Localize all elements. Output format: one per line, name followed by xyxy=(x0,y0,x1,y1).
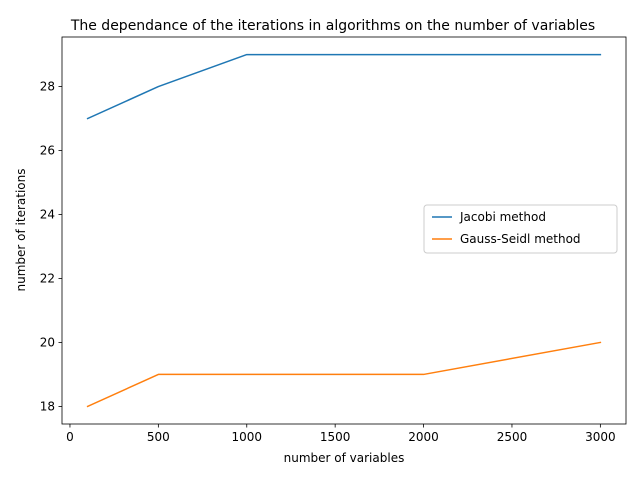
series-line-1 xyxy=(86,341,602,408)
x-tick-label: 2500 xyxy=(497,430,528,444)
x-tick-label: 500 xyxy=(147,430,170,444)
legend-box xyxy=(423,204,618,254)
y-tick-label: 26 xyxy=(40,144,55,158)
legend: Jacobi method Gauss-Seidl method xyxy=(423,204,618,254)
y-axis-label: number of iterations xyxy=(14,169,28,292)
x-tick-label: 0 xyxy=(66,430,74,444)
plot-area xyxy=(61,36,627,425)
x-tick-label: 1500 xyxy=(320,430,351,444)
x-tick-label: 1000 xyxy=(231,430,262,444)
x-axis-label: number of variables xyxy=(284,451,405,465)
series-lines xyxy=(86,53,602,408)
legend-label: Gauss-Seidl method xyxy=(460,232,581,246)
y-axis-ticks: 18 20 22 24 26 28 xyxy=(40,80,62,413)
chart-title: The dependance of the iterations in algo… xyxy=(70,18,595,34)
y-tick-label: 22 xyxy=(40,271,55,285)
y-tick-label: 18 xyxy=(40,399,55,413)
x-axis-ticks: 0 500 1000 1500 2000 2500 3000 xyxy=(66,424,616,444)
series-line-0 xyxy=(86,53,602,120)
x-tick-label: 3000 xyxy=(585,430,616,444)
y-tick-label: 28 xyxy=(40,80,55,94)
y-tick-label: 24 xyxy=(40,208,55,222)
legend-label: Jacobi method xyxy=(459,210,546,224)
y-tick-label: 20 xyxy=(40,335,55,349)
x-tick-label: 2000 xyxy=(408,430,439,444)
plot-frame xyxy=(61,36,627,425)
